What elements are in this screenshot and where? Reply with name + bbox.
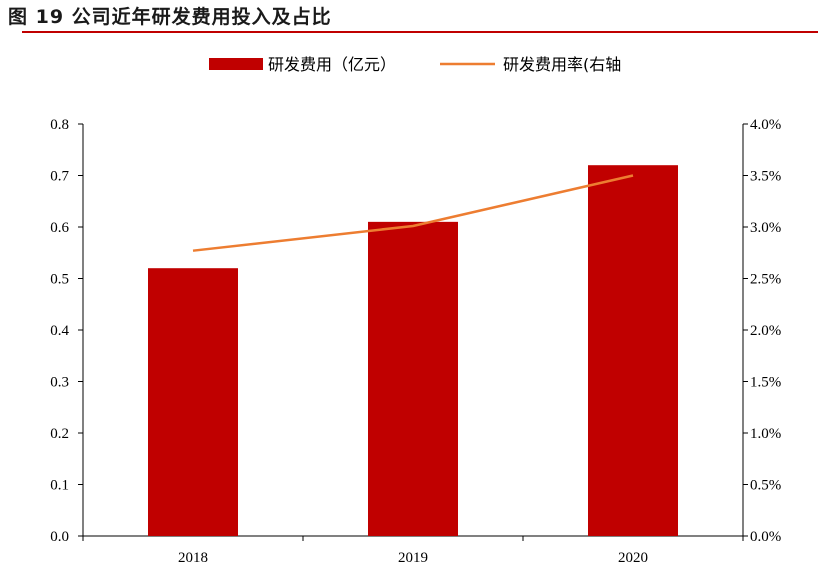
bar-2018 — [148, 268, 238, 536]
left-tick-label: 0.7 — [50, 169, 69, 185]
right-tick-label: 0.0% — [750, 529, 781, 545]
figure-title: 图 19 公司近年研发费用投入及占比 — [8, 6, 332, 28]
x-tick-label: 2019 — [398, 550, 428, 566]
title-underline — [22, 31, 818, 33]
right-tick-label: 1.5% — [750, 375, 781, 391]
left-tick-label: 0.4 — [50, 323, 69, 339]
right-tick-label: 3.5% — [750, 169, 781, 185]
legend-label-rd-expense: 研发费用（亿元） — [268, 55, 396, 74]
line-rd-ratio — [192, 174, 634, 252]
left-tick-label: 0.0 — [50, 529, 69, 545]
right-tick-label: 2.5% — [750, 272, 781, 288]
legend-label-rd-ratio: 研发费用率(右轴 — [503, 55, 621, 74]
right-tick-label: 1.0% — [750, 426, 781, 442]
left-tick-label: 0.8 — [50, 117, 69, 133]
legend-swatch-rd-expense — [209, 58, 263, 70]
right-tick-label: 3.0% — [750, 220, 781, 236]
left-tick-label: 0.6 — [50, 220, 69, 236]
right-tick-label: 4.0% — [750, 117, 781, 133]
right-tick-label: 0.5% — [750, 478, 781, 494]
legend: 研发费用（亿元） 研发费用率(右轴 — [209, 55, 621, 74]
left-tick-label: 0.2 — [50, 426, 69, 442]
left-tick-label: 0.3 — [50, 375, 69, 391]
left-tick-label: 0.1 — [50, 478, 69, 494]
right-tick-label: 2.0% — [750, 323, 781, 339]
x-tick-label: 2018 — [178, 550, 208, 566]
x-tick-label: 2020 — [618, 550, 648, 566]
bar-2020 — [588, 165, 678, 536]
left-tick-label: 0.5 — [50, 272, 69, 288]
plot-area: 0.0 0.1 0.2 0.3 0.4 0.5 0.6 0.7 0.8 0.0% 0.5% 1.0% 1… — [50, 117, 781, 566]
bar-2019 — [368, 221, 458, 536]
